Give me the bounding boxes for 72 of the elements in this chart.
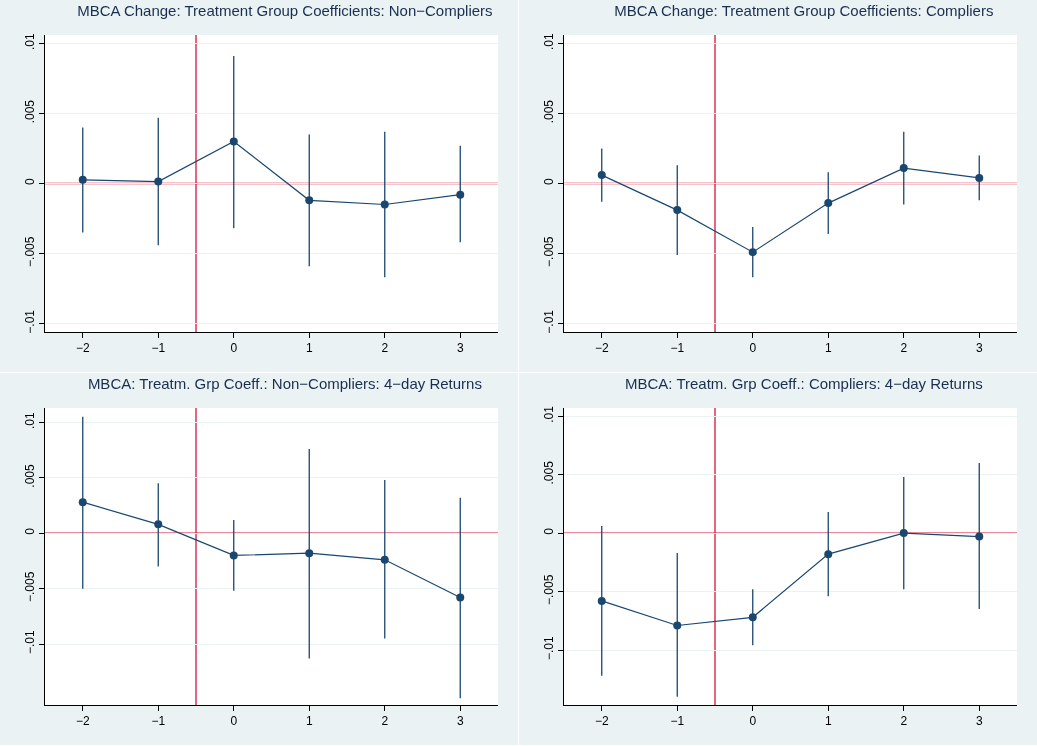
y-tick-label: .005 (542, 99, 557, 124)
point (229, 137, 238, 146)
point (154, 520, 163, 529)
y-tick-label: −.01 (542, 636, 557, 661)
point (78, 175, 87, 184)
y-tick-label: .01 (23, 411, 38, 429)
x-tick-label: 1 (305, 341, 313, 356)
x-tick-label: 0 (230, 714, 238, 729)
y-tick-label: −.005 (542, 236, 557, 267)
point (456, 593, 465, 602)
y-tick-label: .005 (23, 99, 38, 124)
x-tick-label: 0 (230, 341, 238, 356)
point (824, 199, 833, 208)
x-tick-label: −1 (670, 341, 685, 356)
y-tick-label: −.005 (542, 574, 557, 605)
x-tick-label: −1 (670, 714, 685, 729)
point (597, 596, 606, 605)
y-tick-label: 0 (23, 178, 38, 186)
x-tick-label: 0 (749, 714, 757, 729)
x-tick-label: −2 (594, 341, 609, 356)
point (305, 196, 314, 205)
point (748, 613, 757, 622)
point (154, 177, 163, 186)
chart-title: MBCA Change: Treatment Group Coefficients: Non−Compliers (77, 2, 493, 20)
x-tick-label: 2 (381, 341, 389, 356)
x-tick-label: 3 (975, 341, 983, 356)
point (673, 206, 682, 215)
x-tick-label: 1 (824, 714, 832, 729)
y-tick-label: 0 (23, 527, 38, 535)
y-tick-label: −.01 (542, 309, 557, 334)
y-tick-label: −.01 (23, 309, 38, 334)
x-tick-label: 1 (305, 714, 313, 729)
x-tick-label: −2 (75, 714, 90, 729)
point (673, 621, 682, 630)
x-tick-label: 2 (900, 714, 908, 729)
point (229, 551, 238, 560)
point (380, 555, 389, 564)
chart-title: MBCA: Treatm. Grp Coeff.: Compliers: 4−day Returns (625, 375, 983, 393)
point (975, 173, 984, 182)
point (899, 164, 908, 173)
x-tick-label: 1 (824, 341, 832, 356)
y-tick-label: .01 (542, 405, 557, 423)
y-tick-label: 0 (542, 178, 557, 186)
x-tick-label: 3 (456, 341, 464, 356)
point (78, 498, 87, 507)
y-tick-label: −.005 (23, 571, 38, 603)
point (899, 529, 908, 538)
chart-title: MBCA: Treatm. Grp Coeff.: Non−Compliers: 4−day Returns (87, 375, 482, 393)
y-tick-label: 0 (542, 527, 557, 535)
y-tick-label: .005 (542, 460, 557, 485)
point (597, 171, 606, 180)
x-tick-label: 3 (975, 714, 983, 729)
x-tick-label: 2 (900, 341, 908, 356)
x-tick-label: −1 (151, 341, 166, 356)
point (380, 200, 389, 209)
point (748, 248, 757, 257)
point (824, 550, 833, 559)
x-tick-label: −1 (151, 714, 166, 729)
x-tick-label: 0 (749, 341, 757, 356)
y-tick-label: −.01 (23, 630, 38, 655)
point (975, 532, 984, 541)
x-tick-label: 2 (381, 714, 389, 729)
y-tick-label: .005 (23, 464, 38, 488)
point (305, 549, 314, 558)
x-tick-label: 3 (456, 714, 464, 729)
y-tick-label: −.005 (23, 236, 38, 267)
point (456, 190, 465, 199)
x-tick-label: −2 (594, 714, 609, 729)
y-tick-label: .01 (542, 32, 557, 50)
y-tick-label: .01 (23, 32, 38, 50)
x-tick-label: −2 (75, 341, 90, 356)
chart-title: MBCA Change: Treatment Group Coefficients: Compliers (614, 2, 994, 20)
